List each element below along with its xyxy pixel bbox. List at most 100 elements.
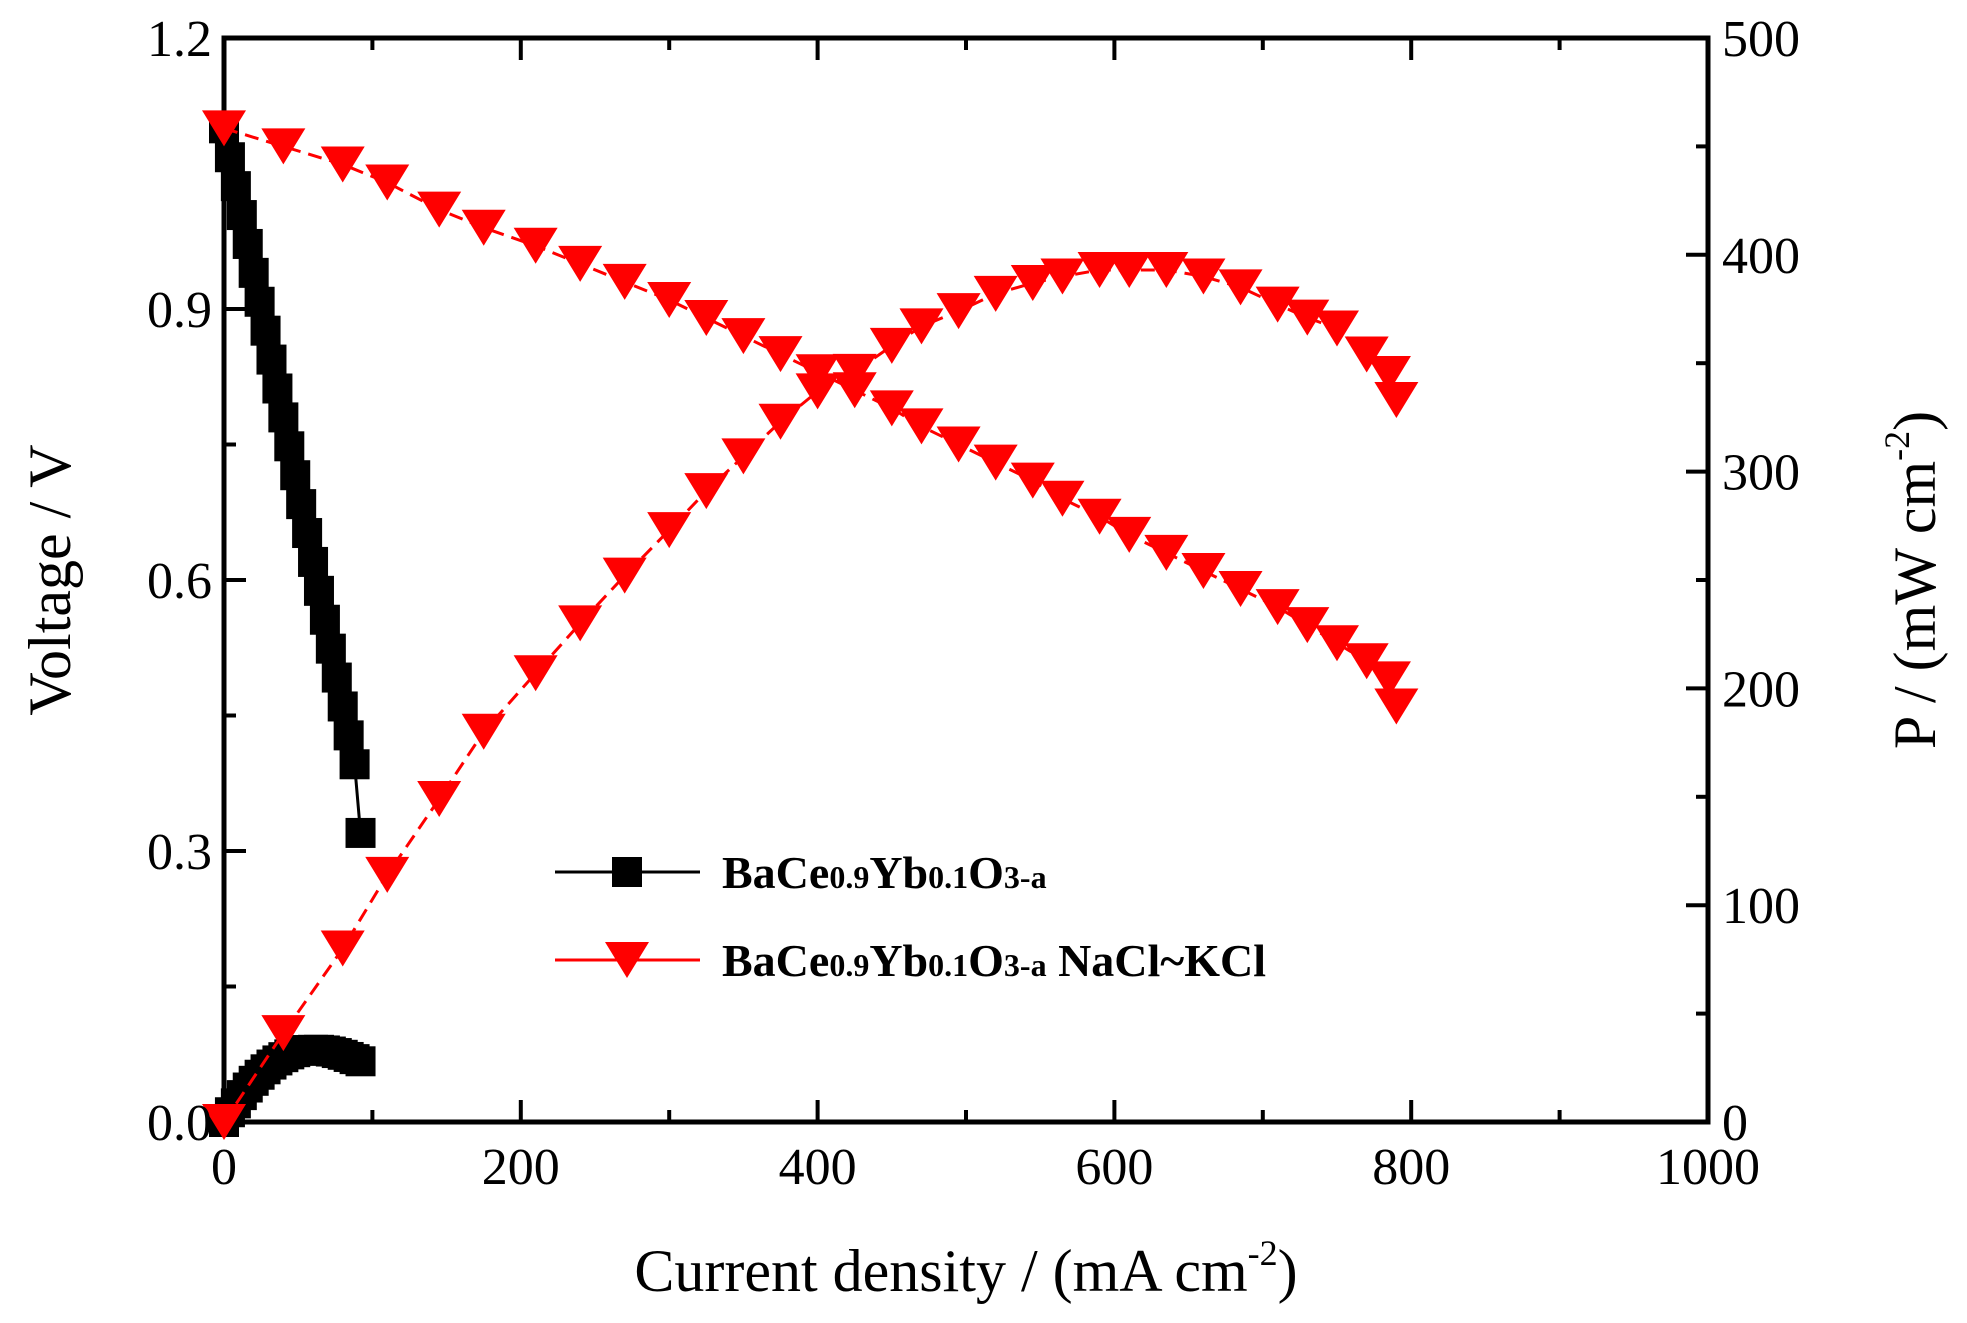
axis-ticks — [222, 36, 1710, 1124]
legend-marker — [612, 857, 642, 887]
data-point — [461, 713, 506, 750]
y-left-tick-label: 0.0 — [147, 1095, 212, 1152]
data-point — [795, 373, 840, 410]
data-point — [1181, 552, 1226, 589]
data-point — [1040, 480, 1085, 517]
data-point — [1077, 251, 1122, 288]
data-point — [262, 373, 293, 404]
data-point — [365, 164, 410, 201]
data-point — [1315, 625, 1359, 662]
data-point — [321, 662, 352, 693]
series-0 — [209, 113, 376, 848]
data-point — [721, 318, 766, 355]
data-point — [795, 354, 840, 391]
data-point — [1315, 310, 1359, 347]
data-point — [973, 275, 1018, 312]
data-point — [214, 142, 245, 173]
data-point — [238, 257, 269, 288]
data-point — [1344, 643, 1389, 680]
data-point — [461, 209, 506, 246]
data-point — [832, 353, 877, 390]
data-point — [320, 146, 365, 183]
x-tick-label: 1000 — [1656, 1139, 1760, 1196]
y-left-tick-label: 0.6 — [147, 553, 212, 610]
data-point — [869, 327, 914, 364]
y-right-tick-label: 400 — [1722, 228, 1800, 285]
data-point — [261, 128, 306, 165]
data-point — [1144, 251, 1189, 288]
data-point — [1344, 336, 1389, 373]
data-point — [832, 372, 877, 409]
data-point — [1218, 571, 1263, 608]
data-point — [973, 444, 1018, 481]
data-point — [315, 633, 346, 664]
data-point — [899, 308, 944, 345]
legend: BaCe0.9Yb0.1O3-a BaCe0.9Yb0.1O3-a NaCl~KC… — [555, 847, 1266, 986]
y-left-tick-label: 0.9 — [147, 282, 212, 339]
data-point — [333, 720, 364, 751]
data-point — [345, 817, 376, 848]
data-point — [1218, 269, 1263, 306]
data-point — [936, 426, 981, 463]
data-point — [647, 512, 692, 549]
data-point — [602, 263, 647, 300]
x-axis-title: Current density / (mA cm-2) — [634, 1233, 1297, 1304]
data-point — [513, 655, 558, 692]
data-point — [274, 431, 305, 462]
data-point — [1255, 589, 1300, 626]
data-point — [226, 200, 257, 231]
data-point — [339, 749, 370, 780]
series-3 — [202, 251, 1419, 1140]
data-point — [1107, 516, 1152, 553]
data-point — [202, 110, 246, 147]
x-tick-label: 0 — [211, 1139, 237, 1196]
legend-label: BaCe0.9Yb0.1O3-a — [722, 847, 1047, 898]
data-point — [202, 1104, 246, 1140]
x-tick-label: 400 — [779, 1139, 857, 1196]
data-point — [936, 293, 981, 330]
data-point — [1077, 498, 1122, 535]
series-line — [222, 268, 1398, 1123]
data-point — [298, 546, 329, 577]
data-point — [220, 171, 251, 202]
data-point — [1255, 286, 1300, 323]
data-point — [309, 604, 340, 635]
y-left-tick-label: 1.2 — [147, 11, 212, 68]
data-point — [758, 336, 803, 373]
data-point — [261, 1015, 306, 1052]
series-line — [223, 126, 1398, 707]
series-2 — [202, 110, 1419, 725]
data-point — [268, 402, 299, 433]
data-point — [327, 691, 358, 722]
data-point — [280, 460, 311, 491]
x-tick-label: 600 — [1075, 1139, 1153, 1196]
data-point — [286, 489, 317, 520]
data-point — [684, 300, 729, 337]
data-point — [417, 191, 462, 228]
tick-labels: 0 200 400 600 800 1000 0.0 0.3 0.6 0.9 1.2 0 100 200 3… — [147, 11, 1800, 1196]
data-point — [256, 344, 287, 375]
data-point — [869, 390, 914, 427]
data-point — [1374, 382, 1419, 419]
y-right-tick-label: 0 — [1722, 1095, 1748, 1152]
data-point — [1107, 251, 1152, 288]
data-series — [202, 110, 1419, 1140]
data-point — [721, 438, 766, 475]
y-left-tick-label: 0.3 — [147, 824, 212, 881]
data-point — [558, 245, 603, 282]
x-tick-label: 800 — [1372, 1139, 1450, 1196]
legend-marker — [605, 942, 649, 978]
data-point — [558, 605, 603, 642]
data-point — [1144, 534, 1189, 571]
data-point — [365, 856, 410, 893]
data-point — [250, 315, 281, 346]
legend-label: BaCe0.9Yb0.1O3-a NaCl~KCl — [722, 935, 1266, 986]
data-point — [1285, 607, 1330, 644]
data-point — [758, 403, 803, 440]
data-point — [1285, 299, 1330, 336]
y-right-tick-label: 500 — [1722, 11, 1800, 68]
x-tick-label: 200 — [482, 1139, 560, 1196]
data-point — [303, 575, 334, 606]
data-point — [320, 930, 365, 967]
